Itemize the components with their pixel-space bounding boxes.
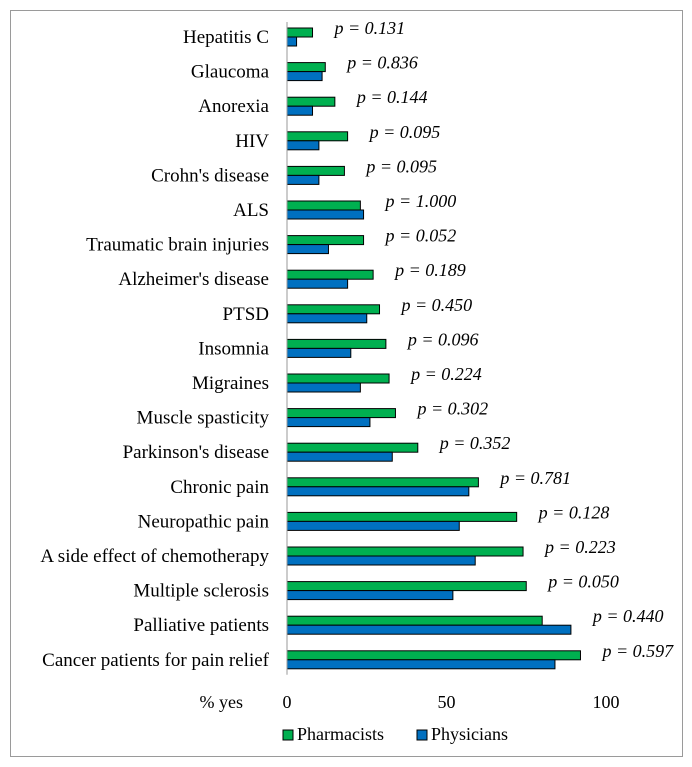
bar-physicians xyxy=(286,417,371,428)
bar-pharmacists xyxy=(286,200,361,211)
bar-pharmacists xyxy=(286,546,524,557)
category-label: Multiple sclerosis xyxy=(133,581,269,602)
category-label: Glaucoma xyxy=(191,62,270,83)
bar-physicians xyxy=(286,382,361,393)
bar-pharmacists xyxy=(286,615,543,626)
p-value-label: p = 0.144 xyxy=(355,87,428,107)
bar-pharmacists xyxy=(286,96,336,107)
p-value-label: p = 0.096 xyxy=(406,329,479,349)
bar-pharmacists xyxy=(286,650,581,661)
bar-physicians xyxy=(286,174,320,185)
category-label: Crohn's disease xyxy=(151,165,269,186)
x-tick-label: 50 xyxy=(438,692,456,712)
bar-physicians xyxy=(286,590,454,601)
bar-pharmacists xyxy=(286,62,326,73)
category-labels-group: Hepatitis C Glaucoma Anorexia HIV Crohn's di… xyxy=(40,27,269,671)
bar-pharmacists xyxy=(286,442,419,453)
p-value-label: p = 0.781 xyxy=(498,468,571,488)
category-label: Neuropathic pain xyxy=(138,511,270,532)
bar-physicians xyxy=(286,659,556,670)
category-label: ALS xyxy=(233,200,269,221)
category-label: PTSD xyxy=(223,304,269,325)
p-value-label: p = 0.189 xyxy=(393,260,466,280)
legend-swatch-physicians xyxy=(416,729,428,741)
legend-label-pharmacists: Pharmacists xyxy=(297,724,384,744)
chart-frame xyxy=(10,10,683,757)
bar-physicians xyxy=(286,624,572,635)
bar-physicians xyxy=(286,313,368,324)
category-label: Muscle spasticity xyxy=(137,408,270,429)
bar-physicians xyxy=(286,244,329,255)
bar-pharmacists xyxy=(286,304,381,315)
bar-physicians xyxy=(286,486,470,497)
p-value-label: p = 0.597 xyxy=(600,641,674,661)
p-value-label: p = 0.836 xyxy=(345,53,418,73)
p-value-label: p = 0.352 xyxy=(438,433,511,453)
x-tick-label: 100 xyxy=(593,692,620,712)
bar-physicians xyxy=(286,140,320,151)
category-label: A side effect of chemotherapy xyxy=(40,546,269,567)
bar-pharmacists xyxy=(286,477,479,488)
category-label: Migraines xyxy=(192,373,269,394)
x-tick-labels-group: 0 50 100 xyxy=(283,692,620,712)
p-value-label: p = 0.223 xyxy=(543,537,616,557)
category-label: Palliative patients xyxy=(133,615,269,636)
category-label: Traumatic brain injuries xyxy=(86,235,269,256)
p-value-annotations-group: p = 0.131 p = 0.836 p = 0.144 p = 0.095 p = … xyxy=(333,18,675,661)
bar-physicians xyxy=(286,451,393,462)
p-value-label: p = 0.224 xyxy=(409,364,482,384)
bar-pharmacists xyxy=(286,408,396,419)
category-label: Parkinson's disease xyxy=(123,442,269,463)
p-value-label: p = 0.050 xyxy=(546,572,619,592)
p-value-label: p = 0.450 xyxy=(400,295,473,315)
bar-pharmacists xyxy=(286,338,387,349)
bar-pharmacists xyxy=(286,235,365,246)
bar-pharmacists xyxy=(286,165,345,176)
bar-pharmacists xyxy=(286,269,374,280)
category-label: Hepatitis C xyxy=(183,27,269,48)
category-label: Anorexia xyxy=(198,96,269,117)
p-value-label: p = 0.302 xyxy=(415,399,488,419)
bar-physicians xyxy=(286,209,365,220)
bar-physicians xyxy=(286,71,323,82)
bar-pharmacists xyxy=(286,373,390,384)
bar-physicians xyxy=(286,36,298,47)
bar-pharmacists xyxy=(286,131,349,142)
legend-label-physicians: Physicians xyxy=(431,724,508,744)
bar-physicians xyxy=(286,555,476,566)
bar-physicians xyxy=(286,520,460,531)
bar-pharmacists xyxy=(286,27,314,38)
p-value-label: p = 0.052 xyxy=(384,226,457,246)
category-label: Chronic pain xyxy=(170,477,269,498)
category-label: Alzheimer's disease xyxy=(118,269,269,290)
legend: Pharmacists Physicians xyxy=(282,724,508,744)
bar-physicians xyxy=(286,347,352,358)
p-value-label: p = 0.440 xyxy=(591,606,664,626)
p-value-label: p = 1.000 xyxy=(384,191,457,211)
category-label: Insomnia xyxy=(198,338,269,359)
p-value-label: p = 0.128 xyxy=(537,502,610,522)
bar-pharmacists xyxy=(286,511,518,522)
p-value-label: p = 0.131 xyxy=(333,18,406,38)
category-label: Cancer patients for pain relief xyxy=(42,650,270,671)
legend-swatch-pharmacists xyxy=(282,729,294,741)
bar-physicians xyxy=(286,105,314,116)
bar-pharmacists xyxy=(286,581,527,592)
p-value-label: p = 0.095 xyxy=(368,122,441,142)
bar-physicians xyxy=(286,278,349,289)
p-value-label: p = 0.095 xyxy=(364,156,437,176)
x-tick-label: 0 xyxy=(283,692,292,712)
x-axis-label: % yes xyxy=(200,692,244,712)
category-label: HIV xyxy=(235,131,269,152)
